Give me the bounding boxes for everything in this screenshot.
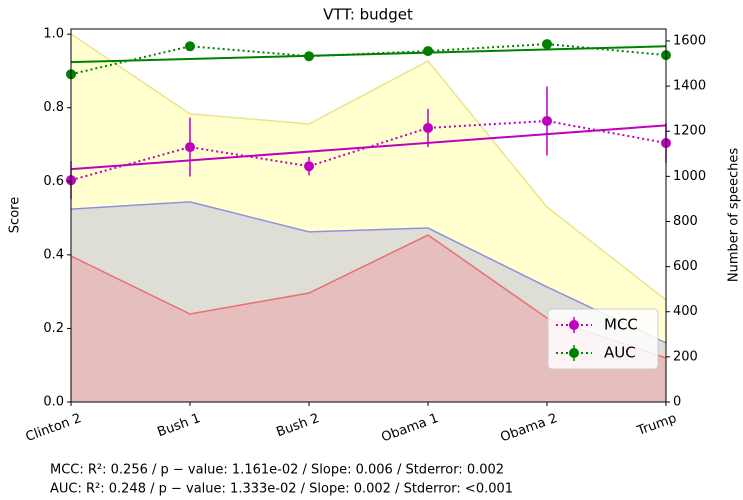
area-edge xyxy=(70,33,667,301)
x-tick-label: Bush 1 xyxy=(156,411,203,440)
y2-tick-label: 1000 xyxy=(673,169,706,184)
point xyxy=(423,46,433,57)
y-tick-label: 0.8 xyxy=(43,100,64,115)
x-tick-label: Bush 2 xyxy=(275,411,322,440)
x-tick-label: Clinton 2 xyxy=(24,411,84,445)
y2-axis-label: Number of speeches xyxy=(727,148,742,282)
y-tick-label: 0.0 xyxy=(43,395,64,410)
x-tick-label: Obama 1 xyxy=(380,411,441,445)
y2-tick-label: 1200 xyxy=(673,124,706,139)
legend-box xyxy=(547,308,659,370)
y2-tick-label: 0 xyxy=(673,395,681,410)
y-axis-label: Score xyxy=(8,197,23,233)
point xyxy=(185,41,195,52)
plot-frame xyxy=(70,28,667,403)
y2-tick-label: 1600 xyxy=(673,33,706,48)
y-tick-label: 0.4 xyxy=(43,247,64,262)
point xyxy=(185,142,195,153)
area-edge xyxy=(70,201,667,344)
legend-label: MCC xyxy=(604,316,638,334)
y2-tick-label: 800 xyxy=(673,214,698,229)
series-line xyxy=(70,119,667,182)
point xyxy=(304,51,314,62)
y2-tick-label: 600 xyxy=(673,259,698,274)
point xyxy=(542,39,552,50)
x-tick-label: Trump xyxy=(634,411,678,439)
y-tick-label: 0.2 xyxy=(43,321,64,336)
point xyxy=(423,122,433,133)
legend-marker xyxy=(569,348,579,358)
legend-label: AUC xyxy=(604,344,636,362)
legend-marker xyxy=(569,320,579,330)
y2-tick-label: 1400 xyxy=(673,79,706,94)
point xyxy=(304,161,314,172)
y-tick-label: 0.6 xyxy=(43,174,64,189)
area xyxy=(71,235,666,402)
series-line xyxy=(70,43,667,76)
chart-title: VTT: budget xyxy=(323,6,413,24)
y2-tick-label: 400 xyxy=(673,304,698,319)
y-tick-label: 1.0 xyxy=(43,27,64,42)
y2-tick-label: 200 xyxy=(673,349,698,364)
x-tick-label: Obama 2 xyxy=(499,411,560,445)
footer-line: MCC: R²: 0.256 / p − value: 1.161e-02 / … xyxy=(50,463,504,478)
footer-line: AUC: R²: 0.248 / p − value: 1.333e-02 / … xyxy=(50,482,513,497)
point xyxy=(542,115,552,126)
